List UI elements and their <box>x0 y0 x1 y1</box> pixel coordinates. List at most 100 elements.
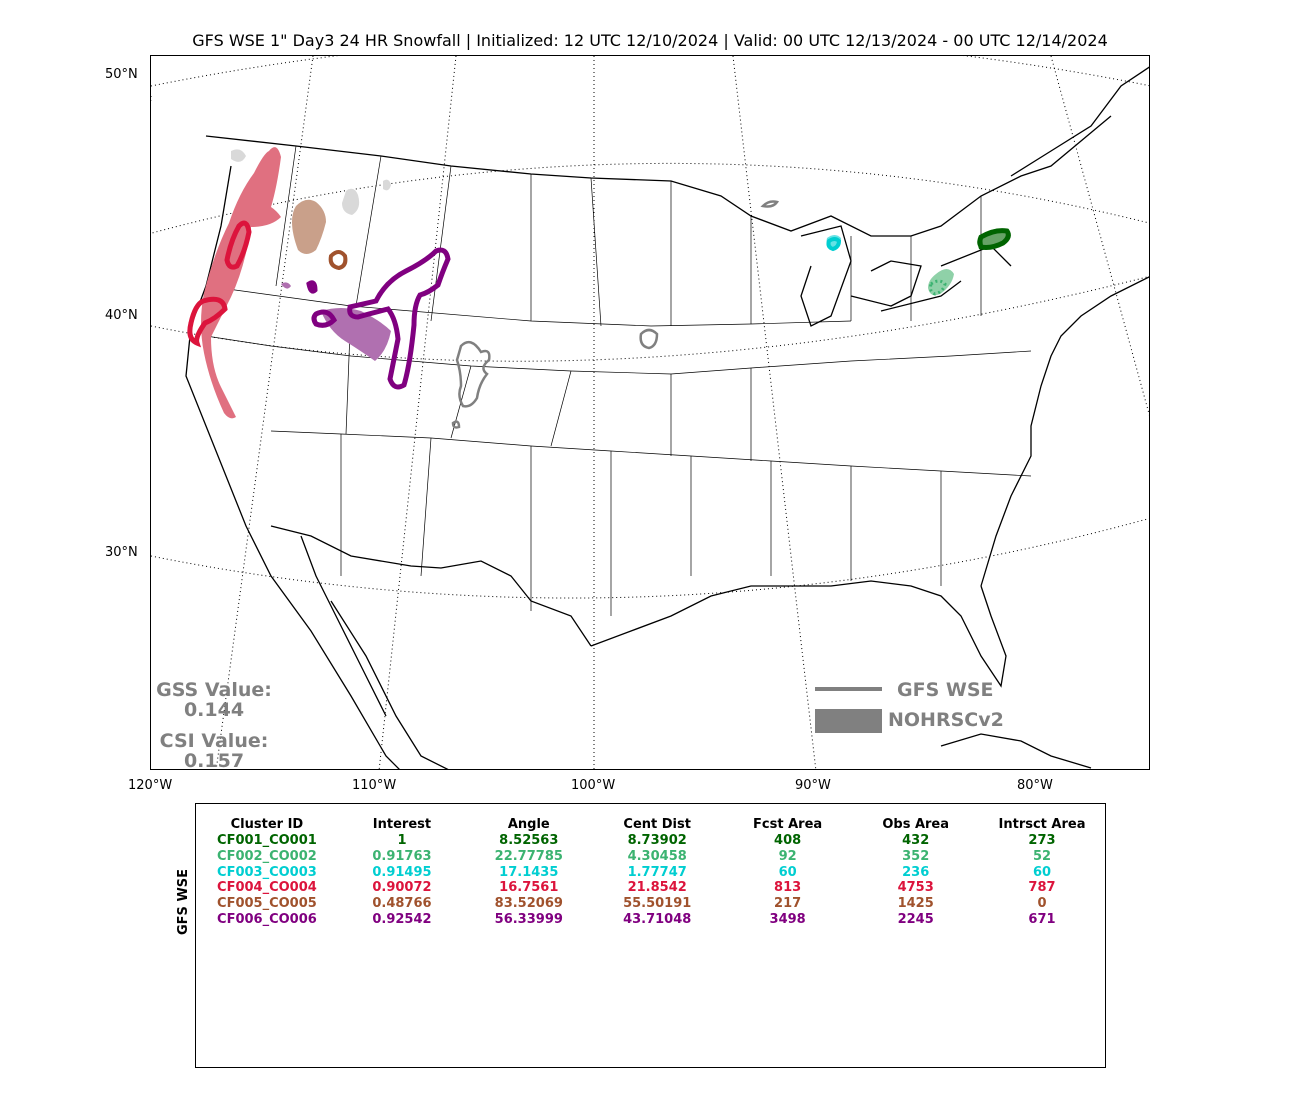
meridian-75w <box>1050 56 1149 416</box>
fcst-cf005-outline <box>328 250 348 271</box>
fcst-cf002-outline <box>929 279 947 296</box>
csi-label: CSI Value: <box>159 730 269 752</box>
table-cell: 92 <box>778 849 797 865</box>
col-header-interest: Interest <box>372 816 432 832</box>
table-cell: 217 <box>774 896 802 912</box>
fcst-cf004-outline <box>187 220 252 348</box>
table-cell: 56.33999 <box>494 911 563 927</box>
obs-cf004-area <box>201 147 281 419</box>
table-cell: 0.91763 <box>372 849 432 865</box>
table-cell: CF003_CO003 <box>217 864 317 880</box>
table-cell: 352 <box>902 849 930 865</box>
lon-label-90w: 90°W <box>795 778 831 793</box>
table-cell: 1.77747 <box>627 864 687 880</box>
forecast-snow-outlines <box>187 200 1011 429</box>
us-mexico-border <box>270 525 592 647</box>
great-lakes <box>800 225 1012 327</box>
meridian-115w <box>215 56 314 769</box>
table-cell: 236 <box>902 864 930 880</box>
lat-label-30n: 30°N <box>105 545 138 560</box>
col-header-fcst-area: Fcst Area <box>753 816 823 832</box>
table-cell: CF006_CO006 <box>217 911 317 927</box>
coastlines <box>185 66 1149 769</box>
legend-forecast-line <box>815 687 882 691</box>
fcst-cf001-outline <box>977 228 1011 250</box>
col-header-cent-dist: Cent Dist <box>623 816 691 832</box>
table-row: CF005_CO005 0.48766 83.52069 55.50191 217 142… <box>196 896 1105 912</box>
table-header-row: Cluster ID Interest Angle Cent Dist Fcst… <box>196 815 1105 833</box>
table-cell: CF005_CO005 <box>217 896 317 912</box>
table-row: CF002_CO002 0.91763 22.77785 4.30458 92 352 52 <box>196 849 1105 865</box>
obs-cf006-area <box>281 282 391 361</box>
lon-label-80w: 80°W <box>1017 778 1053 793</box>
fcst-cf003-outline <box>826 237 842 252</box>
table-cell: 21.8542 <box>627 880 687 896</box>
us-canada-border <box>205 115 1112 237</box>
table-cell: 813 <box>774 880 802 896</box>
parallel-45n <box>151 162 1149 234</box>
table-cell: 8.52563 <box>499 833 559 849</box>
table-row: CF003_CO003 0.91495 17.1435 1.77747 60 236 60 <box>196 864 1105 880</box>
table-cell: 83.52069 <box>494 896 563 912</box>
table-row: CF001_CO001 1 8.52563 8.73902 408 432 273 <box>196 833 1105 849</box>
table-cell: 2245 <box>897 911 934 927</box>
lat-label-40n: 40°N <box>105 308 138 323</box>
legend-observed-patch <box>815 709 882 733</box>
table-side-label: GFS WSE <box>176 868 191 935</box>
table-cell: 0.92542 <box>372 911 432 927</box>
graticule <box>151 56 1149 769</box>
gulf-coast <box>590 580 1007 688</box>
lon-label-100w: 100°W <box>571 778 616 793</box>
table-cell: 1 <box>397 833 407 849</box>
lon-label-120w: 120°W <box>128 778 173 793</box>
fcst-cf006-outline <box>306 247 451 390</box>
table-cell: 671 <box>1028 911 1056 927</box>
map-panel <box>150 55 1150 770</box>
table-cell: 52 <box>1032 849 1052 865</box>
table-cell: CF004_CO004 <box>217 880 317 896</box>
baja <box>300 535 387 717</box>
table-cell: 408 <box>774 833 802 849</box>
table-row: CF006_CO006 0.92542 56.33999 43.71048 3498 22… <box>196 911 1105 927</box>
gss-label: GSS Value: <box>156 679 272 701</box>
obs-unmatched-area <box>231 149 391 215</box>
legend-observed-label: NOHRSCv2 <box>888 709 1004 731</box>
table-cell: 60 <box>1032 864 1052 880</box>
table-row: CF004_CO004 0.90072 16.7561 21.8542 813 4753 7… <box>196 880 1105 896</box>
cuba <box>940 733 1092 769</box>
map-title: GFS WSE 1" Day3 24 HR Snowfall | Initial… <box>192 31 1108 50</box>
east-coast <box>980 276 1149 587</box>
table-cell: 0 <box>1037 896 1047 912</box>
table-cell: 273 <box>1028 833 1056 849</box>
table-cell: 0.90072 <box>372 880 432 896</box>
meridian-90w <box>732 56 817 769</box>
table-cell: 17.1435 <box>499 864 559 880</box>
csi-value: 0.157 <box>183 750 245 772</box>
table-cell: 0.48766 <box>372 896 432 912</box>
col-header-obs-area: Obs Area <box>882 816 950 832</box>
mexico-coast-pacific <box>330 600 449 769</box>
table-cell: 60 <box>778 864 797 880</box>
table-cell: 3498 <box>769 911 806 927</box>
table-cell: 8.73902 <box>627 833 687 849</box>
fcst-unmatched-outline <box>451 200 780 429</box>
col-header-cluster-id: Cluster ID <box>230 816 304 832</box>
lat-label-50n: 50°N <box>105 67 138 82</box>
legend-forecast-label: GFS WSE <box>897 679 994 701</box>
obs-cf005-area <box>292 199 326 254</box>
table-cell: 55.50191 <box>623 896 692 912</box>
gss-value: 0.144 <box>183 699 245 721</box>
map-canvas <box>151 56 1149 769</box>
observed-snow-areas <box>201 147 1008 419</box>
table-cell: 16.7561 <box>499 880 559 896</box>
table-body: CF001_CO001 1 8.52563 8.73902 408 432 273 CF002… <box>196 833 1105 927</box>
table-cell: 432 <box>902 833 930 849</box>
table-cell: 22.77785 <box>494 849 563 865</box>
meridian-110w <box>378 56 457 769</box>
table-cell: CF002_CO002 <box>217 849 317 865</box>
table-cell: 0.91495 <box>372 864 432 880</box>
parallel-30n <box>151 518 1149 599</box>
table-cell: 787 <box>1028 880 1056 896</box>
table-cell: CF001_CO001 <box>217 833 317 849</box>
col-header-angle: Angle <box>507 816 550 832</box>
